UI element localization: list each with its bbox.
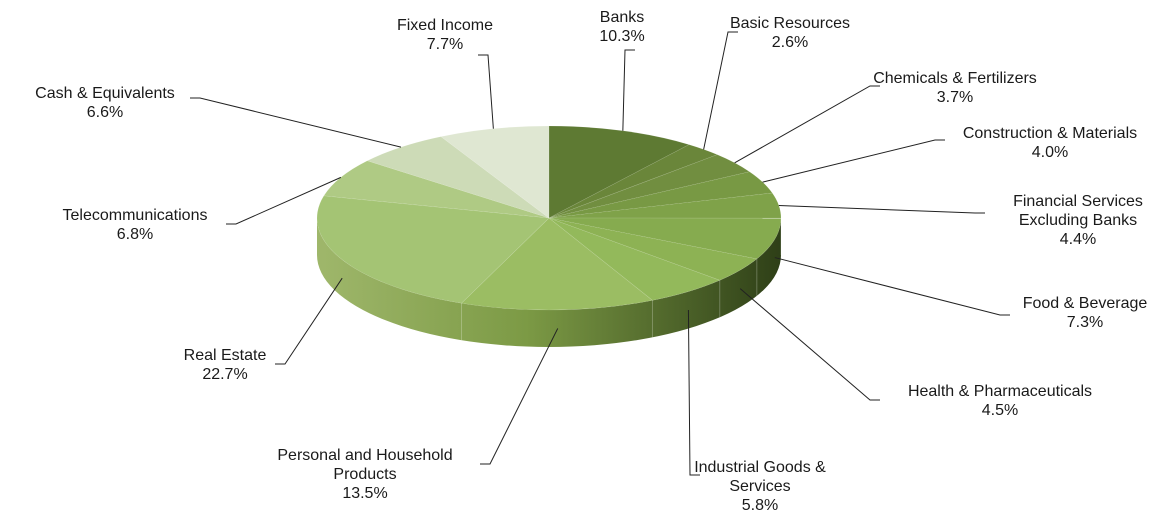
leader-line-food-and-beverage	[774, 257, 1010, 316]
pie-slice-chemicals-and-fertilizers	[548, 154, 751, 219]
pie-slice-basic-resources	[548, 144, 719, 219]
slice-value-label: 3.7%	[937, 89, 973, 106]
slice-value-label: 4.5%	[982, 402, 1018, 419]
slice-value-label: 7.3%	[1067, 314, 1103, 331]
pie-slice-food-and-beverage	[548, 217, 782, 260]
leader-line-industrial-goods-and-services	[687, 310, 700, 476]
pie-slice-health-and-pharmaceuticals	[548, 217, 758, 281]
slice-value-label: 5.8%	[742, 497, 778, 514]
slice-name-label: Basic Resources	[730, 15, 850, 32]
slice-value-label: 13.5%	[342, 485, 387, 502]
slice-label-health-and-pharmaceuticals: Health & Pharmaceuticals 4.5%	[908, 383, 1092, 419]
slice-name-label: Excluding Banks	[1019, 212, 1137, 229]
pie-side-wall	[317, 218, 781, 347]
slice-value-label: 22.7%	[202, 366, 247, 383]
slice-value-label: 6.6%	[87, 104, 123, 121]
leader-line-personal-and-household-products	[480, 328, 559, 465]
pie-side	[317, 218, 782, 347]
slice-label-real-estate: Real Estate 22.7%	[184, 347, 267, 383]
slice-label-chemicals-and-fertilizers: Chemicals & Fertilizers 3.7%	[873, 70, 1037, 106]
leader-line-financial-services-excluding-banks	[778, 204, 985, 214]
leader-line-health-and-pharmaceuticals	[739, 288, 880, 401]
slice-label-cash-and-equivalents: Cash & Equivalents 6.6%	[35, 85, 175, 121]
slice-value-label: 6.8%	[117, 226, 153, 243]
slice-name-label: Fixed Income	[397, 17, 493, 34]
leader-line-banks	[622, 49, 635, 131]
slice-value-label: 2.6%	[772, 34, 808, 51]
pie-top	[316, 125, 782, 311]
slice-name-label: Cash & Equivalents	[35, 85, 175, 102]
pie-slice-real-estate	[316, 195, 550, 304]
slice-label-industrial-goods-and-services: Industrial Goods & Services 5.8%	[694, 459, 826, 514]
slice-name-label: Financial Services	[1013, 193, 1143, 210]
leader-line-construction-and-materials	[762, 139, 945, 183]
slice-label-fixed-income: Fixed Income 7.7%	[397, 17, 493, 53]
leader-line-chemicals-and-fertilizers	[734, 85, 880, 164]
leader-line-fixed-income	[478, 54, 494, 129]
slice-label-banks: Banks 10.3%	[599, 9, 644, 45]
pie-slice-industrial-goods-and-services	[548, 217, 721, 301]
slice-name-label: Industrial Goods &	[694, 459, 826, 476]
pie-slice-banks	[548, 125, 690, 219]
slice-value-label: 4.0%	[1032, 144, 1068, 161]
slice-value-label: 7.7%	[427, 36, 463, 53]
slice-name-label: Real Estate	[184, 347, 267, 364]
slice-name-label: Personal and Household	[277, 447, 452, 464]
slice-name-label: Banks	[600, 9, 644, 26]
slice-value-label: 10.3%	[599, 28, 644, 45]
slice-name-label: Food & Beverage	[1023, 295, 1148, 312]
pie-slice-construction-and-materials	[548, 171, 773, 219]
leader-line-telecommunications	[226, 176, 342, 225]
leader-line-basic-resources	[703, 31, 738, 150]
slice-name-label: Telecommunications	[63, 207, 208, 224]
leader-line-cash-and-equivalents	[190, 97, 402, 148]
slice-name-label: Services	[729, 478, 790, 495]
slice-label-telecommunications: Telecommunications 6.8%	[63, 207, 208, 243]
leader-line-real-estate	[275, 277, 343, 365]
slice-name-label: Products	[333, 466, 396, 483]
slice-name-label: Construction & Materials	[963, 125, 1137, 142]
slice-label-food-and-beverage: Food & Beverage 7.3%	[1023, 295, 1148, 331]
slice-label-basic-resources: Basic Resources 2.6%	[730, 15, 850, 51]
slice-name-label: Chemicals & Fertilizers	[873, 70, 1037, 87]
pie-slice-fixed-income	[440, 125, 550, 219]
slice-labels: Banks 10.3% Basic Resources 2.6% Chemicals &…	[35, 9, 1147, 514]
slice-value-label: 4.4%	[1060, 231, 1096, 248]
slice-label-personal-and-household-products: Personal and Household Products 13.5%	[277, 447, 452, 502]
slice-label-construction-and-materials: Construction & Materials 4.0%	[963, 125, 1137, 161]
pie-slice-personal-and-household-products	[460, 217, 654, 311]
leader-lines	[190, 31, 1010, 476]
slice-label-financial-services-excluding-banks: Financial Services Excluding Banks 4.4%	[1013, 193, 1143, 248]
slice-name-label: Health & Pharmaceuticals	[908, 383, 1092, 400]
